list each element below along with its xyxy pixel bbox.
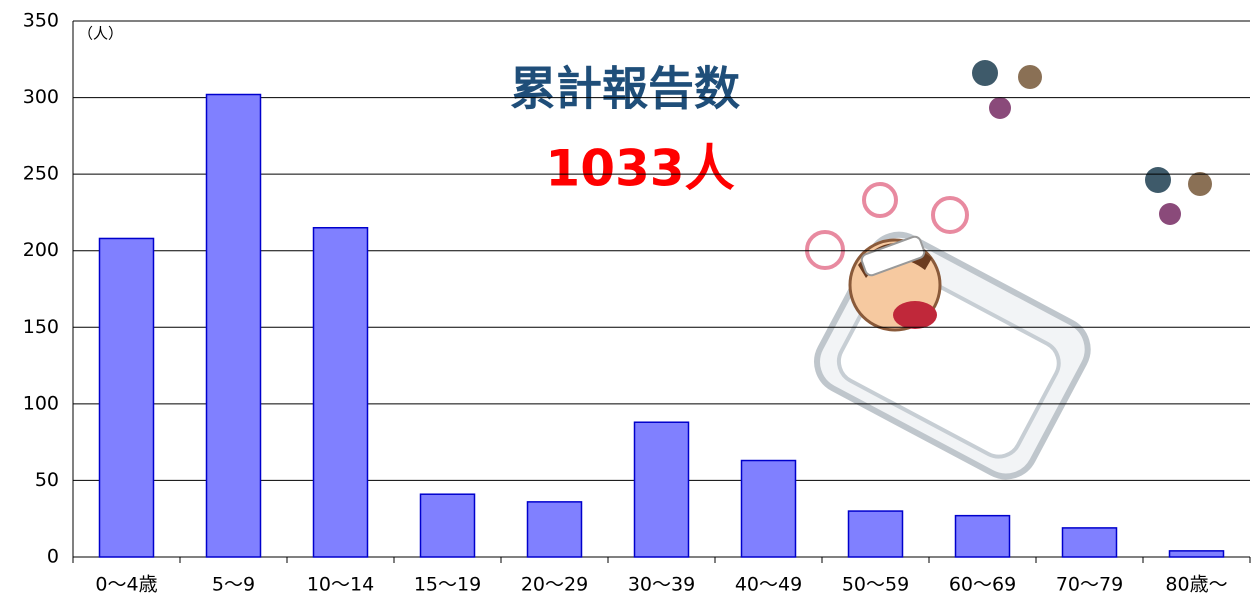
x-tick-label: 60～69 — [949, 574, 1016, 596]
bar — [849, 511, 903, 557]
bar — [421, 494, 475, 557]
bar — [314, 228, 368, 557]
y-tick-label: 250 — [23, 163, 59, 185]
y-tick-label: 0 — [47, 546, 59, 568]
chart: 累計報告数 1033人 （人） 0 50 100 150 200 250 300 350 0～4… — [0, 0, 1254, 599]
germs — [972, 60, 1212, 225]
x-tick-label: 50～59 — [842, 574, 909, 596]
x-tick-label: 70～79 — [1056, 574, 1123, 596]
y-tick-label: 50 — [35, 469, 59, 491]
bar — [100, 238, 154, 557]
x-tick-label: 5～9 — [212, 574, 255, 596]
x-tick-label: 15～19 — [414, 574, 481, 596]
y-tick-label: 350 — [23, 10, 59, 32]
bar — [528, 502, 582, 557]
y-tick-label: 300 — [23, 86, 59, 108]
x-tick-label: 80歳～ — [1165, 574, 1227, 596]
bar — [207, 95, 261, 557]
illustration — [806, 60, 1212, 487]
y-tick-label: 100 — [23, 392, 59, 414]
x-tick-label: 20～29 — [521, 574, 588, 596]
x-tick-label: 40～49 — [735, 574, 802, 596]
x-tick-label: 30～39 — [628, 574, 695, 596]
bar — [1063, 528, 1117, 557]
y-unit-label: （人） — [78, 25, 123, 43]
bar — [1170, 551, 1224, 557]
x-tick-label: 10～14 — [307, 574, 374, 596]
chart-title: 累計報告数 — [510, 62, 740, 116]
y-tick-label: 150 — [23, 316, 59, 338]
y-tick-label: 200 — [23, 239, 59, 261]
bar — [742, 461, 796, 557]
total-annotation: 1033人 — [545, 140, 734, 198]
x-tick-label: 0～4歳 — [95, 574, 157, 596]
bar — [956, 516, 1010, 557]
bar — [635, 422, 689, 557]
